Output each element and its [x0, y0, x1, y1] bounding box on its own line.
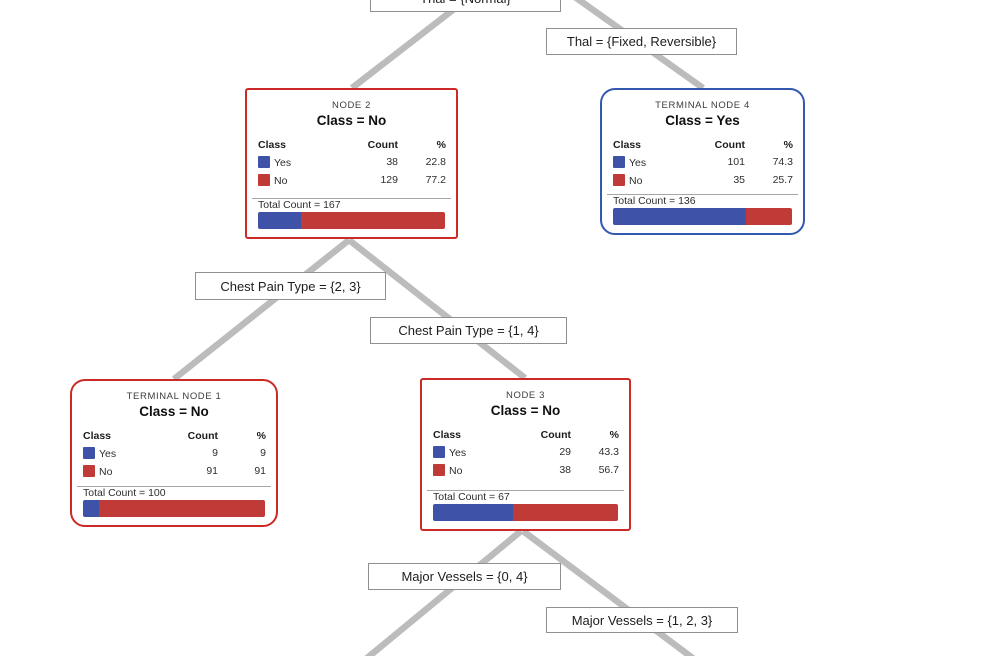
bar-segment-no [300, 212, 445, 229]
node-card-terminal-node-1[interactable]: TERMINAL NODE 1 Class = No Class Count %… [70, 379, 278, 527]
node-card-node-3[interactable]: NODE 3 Class = No Class Count % Yes 29 4… [420, 378, 631, 531]
class-yes-swatch-icon [258, 155, 270, 168]
class-yes-swatch-icon [613, 155, 625, 168]
row-class-no: No [433, 463, 515, 477]
connector-root-node2 [350, 0, 472, 91]
connector-root-terminal4 [573, 0, 705, 91]
row-no-count: 38 [559, 464, 571, 476]
class-no-swatch-icon [613, 173, 625, 186]
row-class-yes: Yes [433, 445, 515, 459]
branch-label-major-vessels-0-4: Major Vessels = {0, 4} [368, 563, 561, 590]
row-yes-pct: 43.3 [598, 446, 619, 458]
row-yes-count: 38 [386, 156, 398, 168]
node-divider [252, 198, 451, 199]
row-class-no: No [83, 464, 162, 478]
node-title: TERMINAL NODE 4 [655, 100, 750, 111]
total-count-label: Total Count = 67 [433, 491, 510, 503]
branch-label-thal-fixed-reversible: Thal = {Fixed, Reversible} [546, 28, 737, 55]
row-class-yes: Yes [258, 155, 342, 169]
bar-segment-yes [433, 504, 514, 521]
branch-label-chest-pain-1-4: Chest Pain Type = {1, 4} [370, 317, 567, 344]
row-no-count: 91 [206, 465, 218, 477]
distribution-bar [433, 504, 618, 521]
column-header-count: Count [367, 139, 398, 151]
node-class-label: Class = No [139, 404, 209, 419]
row-yes-count: 29 [559, 446, 571, 458]
node-divider [427, 490, 624, 491]
class-yes-swatch-icon [433, 445, 445, 458]
row-class-yes: Yes [613, 155, 689, 169]
row-no-count: 129 [380, 174, 398, 186]
branch-label-chest-pain-2-3: Chest Pain Type = {2, 3} [195, 272, 386, 300]
distribution-bar [83, 500, 265, 517]
row-yes-pct: 9 [260, 447, 266, 459]
node-class-label: Class = No [490, 403, 561, 418]
class-no-swatch-icon [258, 173, 270, 186]
bar-segment-yes [613, 208, 746, 225]
column-header-count: Count [540, 429, 571, 441]
row-no-pct: 56.7 [598, 464, 619, 476]
bar-segment-yes [258, 212, 301, 229]
node-title: NODE 3 [506, 390, 545, 401]
column-header-class: Class [613, 139, 642, 151]
distribution-bar [613, 208, 792, 225]
node-stats-table: Class Count % Yes 101 74.3 No 35 25.7 [613, 137, 793, 189]
column-header-class: Class [83, 430, 112, 442]
node-divider [77, 486, 271, 487]
bar-segment-no [513, 504, 618, 521]
node-stats-table: Class Count % Yes 29 43.3 No 38 56.7 [433, 427, 619, 479]
column-header-class: Class [258, 139, 287, 151]
connector-node3-right-child [521, 528, 696, 656]
node-stats-table: Class Count % Yes 9 9 No 91 91 [83, 428, 266, 480]
column-header-count: Count [187, 430, 218, 442]
branch-label-thal-normal: Thal = {Normal} [370, 0, 561, 12]
node-card-terminal-node-4[interactable]: TERMINAL NODE 4 Class = Yes Class Count … [600, 88, 805, 235]
row-class-no: No [613, 173, 689, 187]
row-no-pct: 25.7 [772, 174, 793, 186]
bar-segment-no [745, 208, 792, 225]
row-no-pct: 91 [254, 465, 266, 477]
row-yes-count: 9 [212, 447, 218, 459]
class-no-swatch-icon [83, 464, 95, 477]
row-yes-pct: 74.3 [772, 156, 793, 168]
connector-node2-node3 [346, 237, 528, 381]
column-header-pct: % [256, 430, 266, 442]
node-stats-table: Class Count % Yes 38 22.8 No 129 77.2 [258, 137, 446, 189]
column-header-count: Count [714, 139, 745, 151]
row-class-yes: Yes [83, 446, 162, 460]
row-yes-count: 101 [727, 156, 745, 168]
total-count-label: Total Count = 136 [613, 195, 696, 207]
row-no-count: 35 [733, 174, 745, 186]
column-header-pct: % [436, 139, 446, 151]
total-count-label: Total Count = 167 [258, 199, 341, 211]
column-header-class: Class [433, 429, 462, 441]
class-yes-swatch-icon [83, 446, 95, 459]
column-header-pct: % [609, 429, 619, 441]
bar-segment-yes [83, 500, 100, 517]
node-divider [607, 194, 798, 195]
node-title: NODE 2 [332, 100, 371, 111]
node-title: TERMINAL NODE 1 [126, 391, 222, 402]
bar-segment-no [99, 500, 265, 517]
column-header-pct: % [783, 139, 793, 151]
connector-node2-terminal1 [171, 237, 352, 382]
class-no-swatch-icon [433, 463, 445, 476]
distribution-bar [258, 212, 445, 229]
row-class-no: No [258, 173, 342, 187]
branch-label-major-vessels-1-2-3: Major Vessels = {1, 2, 3} [546, 607, 738, 633]
row-no-pct: 77.2 [425, 174, 446, 186]
row-yes-pct: 22.8 [425, 156, 446, 168]
total-count-label: Total Count = 100 [83, 487, 166, 499]
node-card-node-2[interactable]: NODE 2 Class = No Class Count % Yes 38 2… [245, 88, 458, 239]
node-class-label: Class = Yes [665, 113, 740, 128]
connector-node3-left-child [364, 528, 524, 656]
node-class-label: Class = No [316, 113, 387, 128]
